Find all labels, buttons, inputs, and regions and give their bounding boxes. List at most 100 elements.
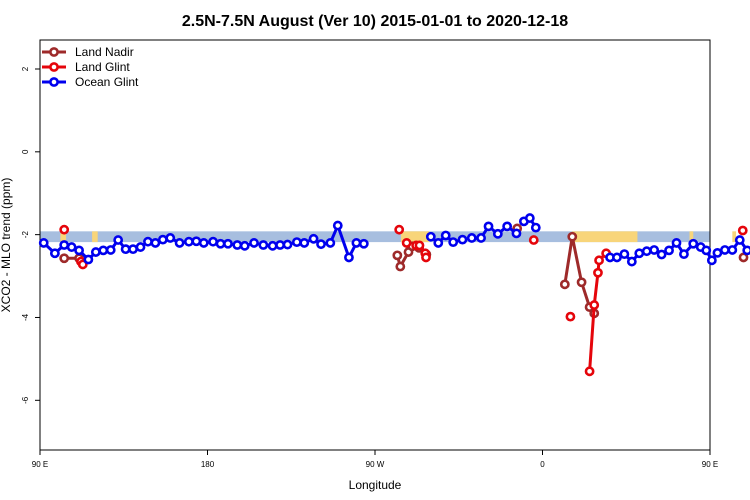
data-point — [433, 238, 444, 248]
ocean-band — [40, 231, 710, 243]
data-point — [358, 238, 369, 249]
land-band-segment — [572, 231, 638, 243]
data-point — [619, 249, 630, 260]
data-point — [626, 256, 637, 267]
x-axis: 90 E 180 90 W 0 90 E — [32, 450, 718, 469]
data-point — [394, 224, 405, 235]
data-point — [671, 238, 682, 248]
data-point — [511, 228, 522, 239]
data-point — [208, 236, 218, 247]
data-point — [38, 238, 49, 248]
data-point — [656, 249, 667, 260]
data-point — [425, 231, 436, 242]
data-point — [291, 237, 302, 248]
data-point — [612, 252, 622, 263]
data-point — [113, 235, 124, 245]
data-point — [530, 222, 541, 233]
y-axis: 2 0 -2 -4 -6 — [21, 66, 40, 404]
legend-item: Land Glint — [42, 60, 130, 74]
data-point — [502, 221, 513, 232]
land-ocean-band — [40, 231, 737, 243]
data-point — [66, 242, 77, 252]
data-point — [191, 236, 202, 247]
data-point — [719, 245, 730, 255]
data-point — [593, 267, 603, 278]
data-point — [712, 247, 723, 258]
legend-label: Ocean Glint — [75, 75, 139, 89]
data-point — [734, 235, 745, 245]
data-point — [440, 230, 451, 241]
data-point — [120, 244, 131, 255]
data-point — [59, 240, 70, 250]
data-point — [267, 240, 278, 251]
data-point — [492, 228, 503, 239]
y-tick-label: 2 — [21, 66, 30, 71]
data-point — [83, 254, 94, 265]
data-point — [742, 245, 750, 256]
data-point — [589, 300, 600, 310]
data-point — [448, 237, 459, 248]
data-point — [332, 220, 343, 231]
data-point — [401, 238, 412, 248]
land-band-segment — [689, 231, 694, 243]
data-point — [282, 239, 293, 250]
data-point — [258, 240, 269, 250]
data-point — [738, 252, 749, 263]
data-point — [59, 224, 70, 235]
chart-title: 2.5N-7.5N August (Ver 10) 2015-01-01 to … — [182, 13, 568, 30]
land-band-segment — [732, 231, 737, 243]
data-point — [737, 225, 748, 236]
y-tick-label: -4 — [21, 313, 30, 321]
data-point — [565, 311, 576, 322]
data-point — [308, 233, 319, 244]
data-point — [392, 250, 403, 261]
data-point — [223, 238, 233, 249]
data-point — [198, 238, 209, 248]
series-ocean-glint — [38, 213, 750, 267]
data-point — [706, 255, 717, 266]
data-point — [701, 245, 712, 256]
data-point — [641, 246, 652, 257]
legend-label: Land Nadir — [75, 45, 134, 59]
data-point — [414, 240, 425, 251]
data-point — [77, 259, 88, 270]
data-point — [634, 248, 645, 259]
legend-item: Land Nadir — [42, 45, 134, 59]
land-band-segment — [92, 231, 98, 243]
x-tick-label: 180 — [201, 460, 215, 469]
data-point — [165, 233, 176, 243]
legend-marker — [49, 77, 59, 87]
y-tick-label: -2 — [21, 231, 30, 239]
y-axis-title: XCO2 - MLO trend (ppm) — [0, 178, 13, 313]
data-point — [316, 239, 326, 250]
y-tick-label: 0 — [21, 149, 30, 154]
data-point — [128, 244, 138, 255]
data-point — [727, 245, 738, 255]
data-point — [157, 234, 168, 245]
data-point — [679, 249, 689, 260]
data-point — [476, 233, 486, 243]
data-point — [559, 279, 570, 290]
data-point — [105, 245, 116, 255]
data-point — [215, 238, 226, 249]
data-point — [150, 238, 161, 248]
data-point — [90, 247, 101, 257]
legend-label: Land Glint — [75, 60, 130, 74]
data-point — [457, 234, 468, 245]
data-point — [524, 213, 535, 223]
data-point — [275, 240, 285, 250]
data-point — [239, 240, 250, 251]
data-point — [351, 238, 362, 248]
land-band-segment — [401, 231, 429, 243]
data-point — [395, 261, 406, 272]
x-tick-label: 0 — [540, 460, 545, 469]
data-point — [344, 252, 354, 263]
x-tick-label: 90 E — [32, 460, 48, 469]
data-point — [183, 236, 194, 247]
legend-item: Ocean Glint — [42, 75, 139, 89]
y-tick-label: -6 — [21, 396, 30, 404]
data-point — [143, 236, 153, 247]
data-point — [528, 235, 539, 245]
